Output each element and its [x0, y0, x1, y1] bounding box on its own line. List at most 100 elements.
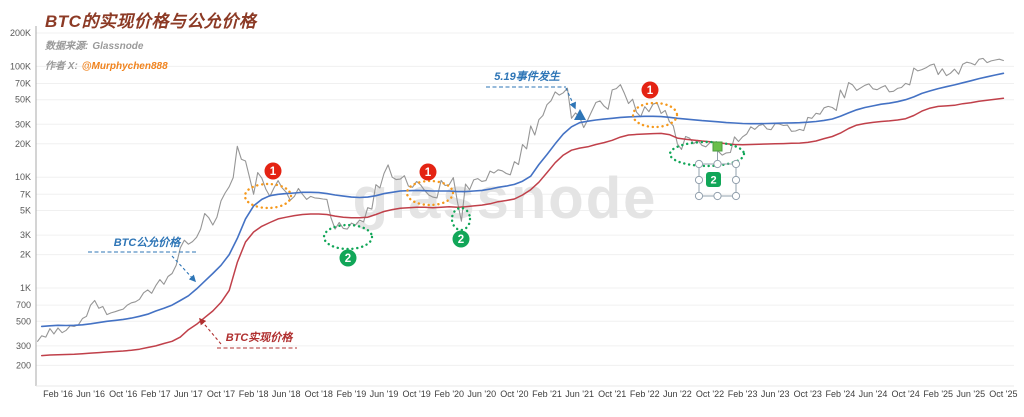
annotation-ellipse-orange-1[interactable] [243, 182, 293, 210]
realized-price-label-text: BTC实现价格 [226, 331, 295, 344]
badge-two-2[interactable]: 2 [452, 230, 470, 248]
selection-handle[interactable] [694, 175, 704, 185]
x-tick-label: Oct '17 [207, 389, 235, 399]
badge-two-2-circle[interactable] [452, 230, 470, 248]
x-tick-label: Feb '17 [141, 389, 171, 399]
selection-handle[interactable] [694, 191, 704, 201]
x-tick-label: Oct '23 [794, 389, 822, 399]
selection-handle[interactable] [731, 191, 741, 201]
badge-one-1-circle[interactable] [264, 162, 282, 180]
event-519-label-arrow [565, 87, 576, 110]
annotation-ellipse-green-2[interactable] [450, 206, 472, 232]
selected-badge-square[interactable] [706, 172, 721, 187]
y-tick-label: 7K [20, 189, 31, 199]
x-tick-label: Jun '20 [467, 389, 496, 399]
x-tick-label: Oct '21 [598, 389, 626, 399]
annotation-ellipse-green-3[interactable] [668, 140, 746, 168]
y-tick-label: 1K [20, 283, 31, 293]
x-tick-label: Jun '18 [272, 389, 301, 399]
realized-price-label-arrow [199, 317, 222, 345]
realized-price-label: BTC实现价格 [199, 317, 297, 349]
badge-one-2-number: 1 [425, 167, 432, 179]
x-tick-label: Jun '23 [761, 389, 790, 399]
page-title: BTC的实现价格与公允价格 [45, 12, 257, 31]
y-axis-labels: 200K 100K 70K 50K 30K 20K 10K 7K 5K 3K 2K 1K 700 500 3… [10, 28, 31, 370]
x-tick-label: Oct '20 [500, 389, 528, 399]
fair-price-label-arrow [171, 255, 197, 283]
y-tick-label: 5K [20, 206, 31, 216]
x-tick-label: Feb '19 [337, 389, 367, 399]
badge-one-3[interactable]: 1 [641, 81, 659, 99]
x-tick-label: Jun '22 [663, 389, 692, 399]
badge-one-2[interactable]: 1 [419, 163, 437, 181]
badge-one-1[interactable]: 1 [264, 162, 282, 180]
x-tick-label: Feb '20 [434, 389, 464, 399]
x-tick-label: Feb '16 [43, 389, 73, 399]
source-value: Glassnode [92, 41, 144, 52]
y-tick-label: 200 [16, 360, 31, 370]
badge-one-3-circle[interactable] [641, 81, 659, 99]
annotation-ellipse-orange-3[interactable] [631, 101, 679, 129]
y-tick-label: 300 [16, 341, 31, 351]
badge-two-2-number: 2 [458, 234, 464, 246]
selected-badge-number: 2 [710, 175, 716, 187]
x-tick-label: Oct '22 [696, 389, 724, 399]
y-tick-label: 500 [16, 316, 31, 326]
source-label: 数据来源: [45, 41, 89, 52]
x-tick-label: Jun '17 [174, 389, 203, 399]
selection-handle[interactable] [713, 191, 722, 201]
fair-price-label: BTC公允价格 [88, 236, 197, 283]
btc-fair-price-line [40, 72, 1005, 328]
grid-lines [36, 32, 1014, 366]
annotation-ellipse-orange-2[interactable] [405, 179, 455, 207]
badge-two-1[interactable]: 2 [339, 249, 357, 267]
y-tick-label: 700 [16, 300, 31, 310]
selection-handle[interactable] [731, 175, 741, 185]
badge-two-1-number: 2 [345, 253, 351, 265]
selected-badge-two[interactable]: 2 [706, 172, 721, 187]
x-tick-label: Oct '18 [305, 389, 333, 399]
badge-one-2-circle[interactable] [419, 163, 437, 181]
y-tick-label: 10K [15, 172, 31, 182]
selection-handle[interactable] [694, 159, 704, 169]
x-tick-label: Feb '25 [923, 389, 953, 399]
annotation-ellipse-green-1[interactable] [322, 223, 374, 251]
x-tick-label: Jun '16 [76, 389, 105, 399]
badge-two-1-circle[interactable] [339, 249, 357, 267]
y-tick-label: 20K [15, 139, 31, 149]
x-tick-label: Oct '19 [402, 389, 430, 399]
event-519-label-text: 5.19事件发生 [494, 70, 560, 83]
x-tick-label: Feb '22 [630, 389, 660, 399]
x-tick-label: Feb '24 [826, 389, 856, 399]
y-tick-label: 30K [15, 119, 31, 129]
x-tick-label: Oct '16 [109, 389, 137, 399]
y-tick-label: 3K [20, 230, 31, 240]
y-tick-label: 50K [15, 95, 31, 105]
x-tick-label: Feb '23 [728, 389, 758, 399]
x-tick-label: Jun '21 [565, 389, 594, 399]
y-tick-label: 2K [20, 250, 31, 260]
annotations: BTC公允价格 BTC实现价格 5.19事件发生 1 1 1 2 2 2 [88, 70, 746, 349]
x-tick-label: Oct '25 [989, 389, 1017, 399]
x-tick-label: Oct '24 [891, 389, 919, 399]
selection-ui: 2 [694, 141, 741, 201]
x-tick-label: Feb '21 [532, 389, 562, 399]
x-tick-label: Jun '25 [956, 389, 985, 399]
x-tick-label: Jun '24 [859, 389, 888, 399]
selection-handle[interactable] [713, 159, 722, 169]
author-handle: @Murphychen888 [81, 61, 168, 72]
x-tick-label: Jun '19 [370, 389, 399, 399]
event-triangle-marker [574, 109, 586, 120]
rotate-handle[interactable] [712, 141, 723, 152]
event-519-label: 5.19事件发生 [486, 70, 586, 120]
badge-one-1-number: 1 [270, 166, 277, 178]
btc-price-line [37, 57, 1004, 342]
x-axis-labels: Feb '16 Jun '16 Oct '16 Feb '17 Jun '17 Oct '… [43, 389, 1017, 399]
chart-header: BTC的实现价格与公允价格 数据来源: Glassnode 作者 X: @Murph… [45, 7, 256, 72]
author-line: 作者 X: @Murphychen888 [45, 57, 256, 72]
selection-handle[interactable] [731, 159, 741, 169]
y-tick-label: 70K [15, 79, 31, 89]
y-tick-label: 100K [10, 61, 31, 71]
